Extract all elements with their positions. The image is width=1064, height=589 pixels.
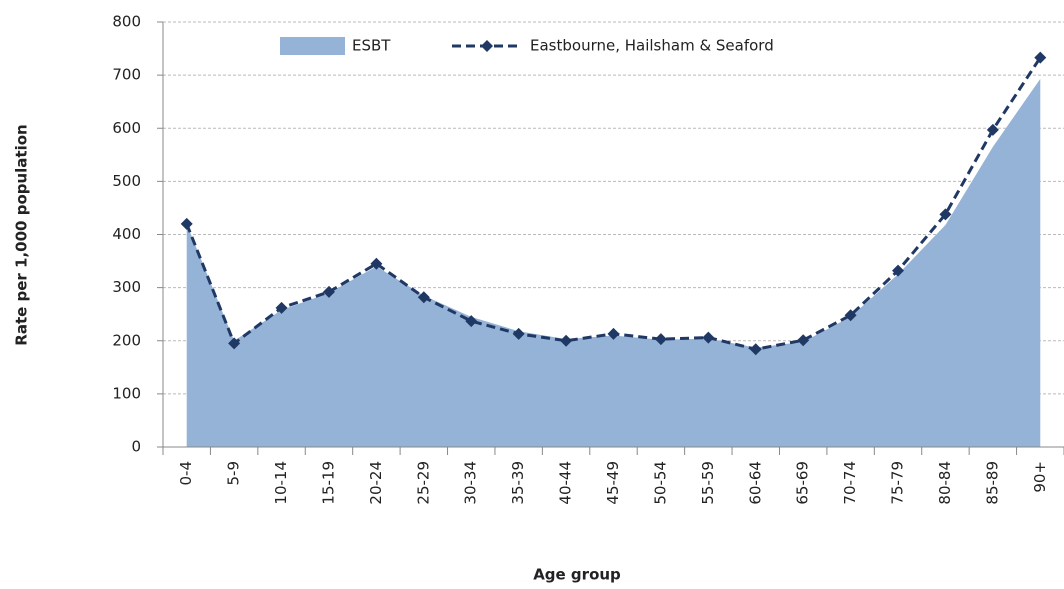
x-tick-label: 70-74 xyxy=(841,461,859,505)
y-tick-label: 700 xyxy=(112,66,141,84)
marker xyxy=(417,291,430,304)
y-tick-label: 300 xyxy=(112,278,141,296)
y-tick-label: 0 xyxy=(131,438,141,456)
marker xyxy=(322,285,335,298)
x-tick-label: 75-79 xyxy=(889,461,907,505)
legend-swatch xyxy=(280,37,345,55)
marker xyxy=(797,334,810,347)
x-tick-label: 5-9 xyxy=(225,461,243,486)
legend-label: Eastbourne, Hailsham & Seaford xyxy=(530,37,774,55)
marker xyxy=(560,334,573,347)
marker xyxy=(180,217,193,230)
marker xyxy=(1034,51,1047,64)
x-tick-label: 0-4 xyxy=(177,461,195,486)
marker xyxy=(275,301,288,314)
marker xyxy=(702,331,715,344)
y-tick-label: 100 xyxy=(112,384,141,402)
x-tick-label: 35-39 xyxy=(509,461,527,505)
x-tick-label: 45-49 xyxy=(604,461,622,505)
marker xyxy=(844,309,857,322)
legend-swatch xyxy=(481,40,493,52)
x-tick-label: 10-14 xyxy=(272,461,290,505)
marker xyxy=(654,333,667,346)
marker xyxy=(939,208,952,221)
x-tick-label: 55-59 xyxy=(699,461,717,505)
y-tick-label: 800 xyxy=(112,13,141,31)
marker xyxy=(892,264,905,277)
marker xyxy=(512,327,525,340)
y-axis-label: Rate per 1,000 population xyxy=(13,124,31,345)
marker xyxy=(607,327,620,340)
marker xyxy=(465,315,478,328)
marker xyxy=(370,257,383,270)
marker xyxy=(228,337,241,350)
marker xyxy=(986,123,999,136)
y-tick-label: 600 xyxy=(112,119,141,137)
x-tick-label: 90+ xyxy=(1031,461,1049,493)
x-tick-label: 40-44 xyxy=(557,461,575,505)
x-tick-label: 85-89 xyxy=(983,461,1001,505)
x-tick-label: 60-64 xyxy=(746,461,764,505)
x-tick-label: 25-29 xyxy=(414,461,432,505)
x-tick-label: 20-24 xyxy=(367,461,385,505)
x-tick-label: 65-69 xyxy=(794,461,812,505)
y-tick-label: 400 xyxy=(112,225,141,243)
x-tick-label: 30-34 xyxy=(462,461,480,505)
x-tick-label: 80-84 xyxy=(936,461,954,505)
x-tick-label: 15-19 xyxy=(319,461,337,505)
y-tick-label: 500 xyxy=(112,172,141,190)
marker xyxy=(749,343,762,356)
legend-label: ESBT xyxy=(352,37,391,55)
x-tick-label: 50-54 xyxy=(651,461,669,505)
area xyxy=(186,78,1041,447)
x-axis-label: Age group xyxy=(533,566,621,584)
y-tick-label: 200 xyxy=(112,331,141,349)
